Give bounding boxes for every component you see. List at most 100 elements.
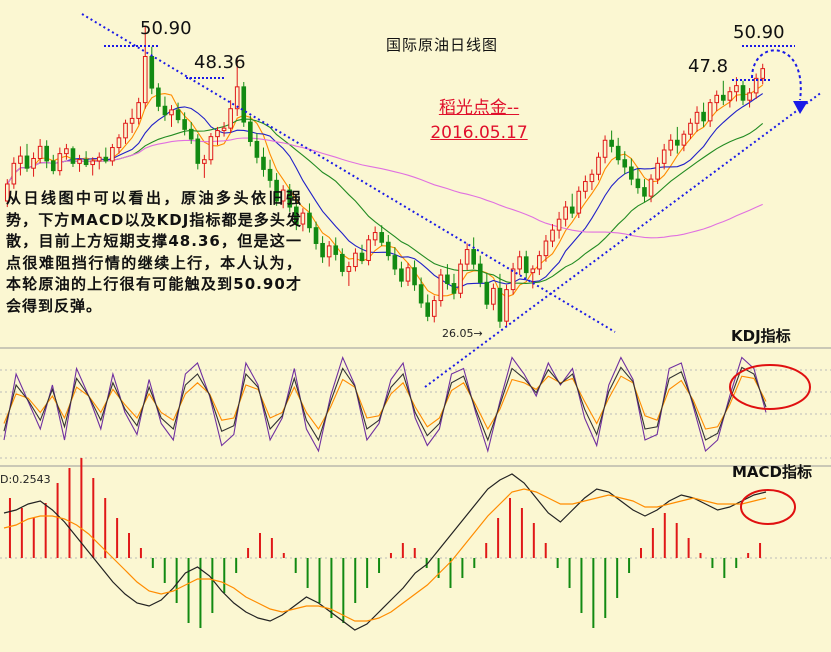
candle-body: [83, 159, 89, 166]
candle-body: [96, 156, 102, 162]
candle: [543, 234, 549, 262]
candle: [188, 122, 194, 144]
candle: [11, 157, 17, 189]
candle-body: [136, 102, 141, 119]
candle: [504, 284, 509, 327]
candle: [517, 250, 522, 276]
candle: [129, 108, 135, 133]
candle-body: [418, 284, 424, 304]
candle-body: [510, 268, 516, 291]
candle: [96, 152, 102, 170]
candle-body: [412, 267, 417, 286]
candle: [182, 112, 187, 136]
candle: [635, 168, 641, 194]
candle: [70, 146, 76, 167]
candle: [425, 294, 431, 322]
candle: [563, 200, 568, 227]
candle-body: [274, 179, 279, 202]
candle-body: [602, 139, 608, 158]
candle-body: [504, 289, 509, 322]
candle-body: [142, 55, 148, 104]
candle: [333, 237, 339, 261]
candle-body: [497, 287, 503, 322]
candle: [431, 295, 437, 323]
candle: [359, 244, 365, 265]
candle-body: [583, 181, 588, 192]
candle-body: [530, 268, 536, 274]
candle: [326, 241, 332, 267]
candle: [280, 185, 286, 209]
candle: [642, 179, 647, 203]
candle-body: [234, 86, 240, 110]
candle: [688, 118, 693, 140]
candle-body: [294, 206, 299, 225]
candle-body: [31, 157, 36, 169]
candle: [458, 259, 463, 299]
candle: [372, 226, 378, 246]
candle-body: [326, 245, 332, 258]
candle: [267, 159, 273, 188]
candle-body: [392, 255, 398, 270]
candle: [760, 63, 766, 85]
candle: [379, 225, 385, 246]
candle-body: [215, 130, 220, 138]
candle-body: [182, 119, 187, 130]
candle-body: [228, 108, 233, 129]
candle-body: [129, 117, 135, 124]
candle: [57, 147, 63, 176]
candle-body: [77, 159, 82, 164]
candle-body: [543, 240, 549, 257]
candle-body: [11, 162, 17, 185]
candle: [412, 260, 417, 291]
candle-body: [688, 122, 693, 135]
candle: [714, 90, 720, 112]
candle: [491, 283, 496, 311]
candle-body: [50, 160, 56, 172]
candle: [648, 174, 654, 203]
candle: [445, 264, 450, 290]
level-right-current: 47.8: [688, 56, 729, 77]
candle-body: [714, 94, 720, 104]
candle-body: [668, 139, 674, 151]
candle-body: [576, 190, 582, 214]
candle-body: [313, 227, 319, 244]
candle-body: [707, 102, 713, 122]
candle-body: [615, 145, 621, 161]
candle: [175, 102, 181, 124]
candle: [307, 203, 312, 233]
rebound-arrow-head: [793, 101, 808, 114]
candle: [602, 135, 608, 164]
candle: [149, 46, 155, 95]
candle-body: [169, 109, 174, 116]
candle: [18, 146, 23, 176]
candle: [576, 186, 582, 218]
candle: [248, 115, 253, 147]
candle-body: [208, 136, 214, 161]
candle-body: [399, 268, 404, 282]
candle: [353, 248, 358, 272]
candle: [530, 265, 536, 289]
level-left-high: 50.90: [140, 18, 192, 39]
candle: [510, 262, 516, 295]
candle-body: [123, 122, 128, 139]
candle-body: [287, 189, 293, 208]
candle-body: [655, 162, 660, 180]
candle-body: [484, 281, 490, 305]
brand-annotation: 稻光点金-- 2016.05.17: [414, 96, 544, 146]
candle-body: [747, 92, 752, 101]
candle: [90, 157, 95, 176]
candle: [701, 102, 706, 127]
candle-body: [675, 139, 680, 146]
candle: [83, 151, 89, 167]
candle-body: [248, 121, 253, 142]
candle: [727, 86, 733, 108]
candle: [596, 152, 601, 181]
candle: [589, 169, 595, 191]
candle-body: [596, 156, 601, 175]
candle-body: [24, 155, 30, 169]
candle: [215, 126, 220, 146]
candle-body: [149, 55, 155, 89]
candle: [366, 234, 371, 266]
candle-body: [90, 160, 95, 166]
candle-body: [727, 91, 733, 101]
